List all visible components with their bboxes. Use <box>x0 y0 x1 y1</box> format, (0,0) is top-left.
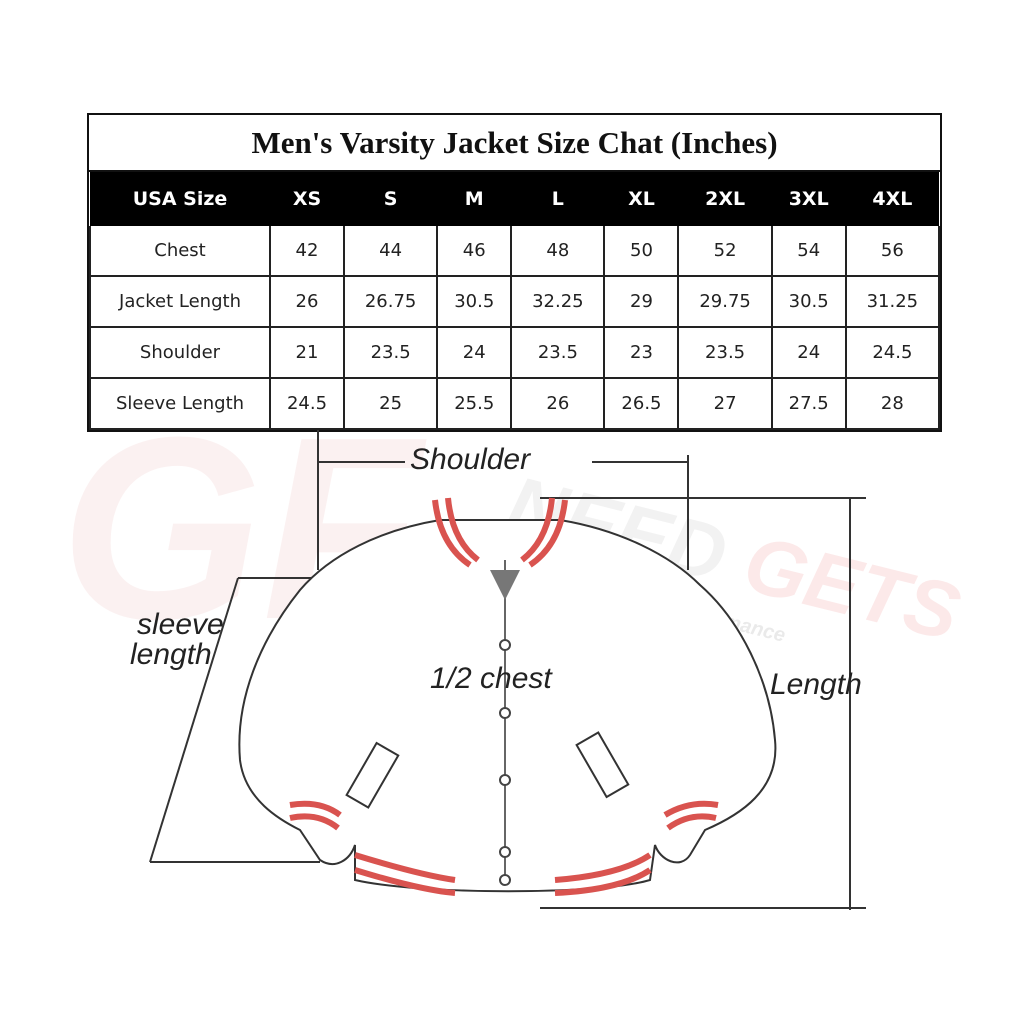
size-header: M <box>437 172 512 226</box>
size-value: 32.25 <box>510 275 606 328</box>
sleeve-label-line2: length <box>130 638 212 671</box>
size-value: 30.5 <box>436 275 513 328</box>
size-value: 27.5 <box>770 377 847 430</box>
size-value: 25.5 <box>436 377 513 430</box>
size-value: 42 <box>269 226 345 277</box>
size-value: 24 <box>436 326 513 379</box>
size-value: 56 <box>844 226 941 277</box>
row-label: Sleeve Length <box>89 377 271 430</box>
table-row: Chest 42 44 46 48 50 52 54 56 <box>89 226 941 277</box>
size-header: 3XL <box>771 172 846 226</box>
size-value: 48 <box>510 226 606 277</box>
row-label: Jacket Length <box>89 275 271 328</box>
size-header: XL <box>604 172 679 226</box>
size-value: 27 <box>677 377 773 430</box>
header-row: USA Size XS S M L XL 2XL 3XL 4XL <box>90 172 939 226</box>
size-value: 29 <box>603 275 680 328</box>
header-label: USA Size <box>90 172 270 226</box>
size-chart: Men's Varsity Jacket Size Chat (Inches) … <box>87 113 942 432</box>
size-value: 26.5 <box>603 377 680 430</box>
sleeve-label-line1: sleeve <box>137 608 224 641</box>
size-header: 2XL <box>678 172 772 226</box>
size-value: 24 <box>770 326 847 379</box>
size-value: 30.5 <box>770 275 847 328</box>
shoulder-label: Shoulder <box>410 443 531 476</box>
size-header: XS <box>270 172 344 226</box>
size-value: 29.75 <box>677 275 773 328</box>
size-value: 28 <box>844 377 941 430</box>
size-value: 52 <box>677 226 773 277</box>
size-value: 23.5 <box>510 326 606 379</box>
size-header: 4XL <box>845 172 939 226</box>
size-value: 46 <box>436 226 513 277</box>
size-value: 23.5 <box>342 326 439 379</box>
size-value: 21 <box>269 326 345 379</box>
sleeve-measure-line <box>149 577 239 863</box>
chart-title: Men's Varsity Jacket Size Chat (Inches) <box>89 115 940 172</box>
size-value: 24.5 <box>269 377 345 430</box>
size-value: 26.75 <box>342 275 439 328</box>
size-value: 26 <box>269 275 345 328</box>
size-value: 24.5 <box>844 326 941 379</box>
size-value: 23 <box>603 326 680 379</box>
table-row: Jacket Length 26 26.75 30.5 32.25 29 29.75 30.5… <box>89 275 941 328</box>
table-row: Sleeve Length 24.5 25 25.5 26 26.5 27 27.5 28 <box>89 377 941 430</box>
table-row: Shoulder 21 23.5 24 23.5 23 23.5 24 24.5 <box>89 326 941 379</box>
size-table: USA Size XS S M L XL 2XL 3XL 4XL Chest 42 44 46 48 50… <box>89 172 941 430</box>
size-value: 25 <box>342 377 439 430</box>
size-header: S <box>344 172 438 226</box>
row-label: Chest <box>89 226 271 277</box>
size-value: 23.5 <box>677 326 773 379</box>
size-value: 50 <box>603 226 680 277</box>
size-value: 44 <box>342 226 439 277</box>
row-label: Shoulder <box>89 326 271 379</box>
size-value: 26 <box>510 377 606 430</box>
size-value: 54 <box>770 226 847 277</box>
length-label: Length <box>770 668 862 701</box>
size-value: 31.25 <box>844 275 941 328</box>
collar-stripes <box>289 497 719 896</box>
chest-label: 1/2 chest <box>430 662 552 695</box>
size-header: L <box>511 172 605 226</box>
